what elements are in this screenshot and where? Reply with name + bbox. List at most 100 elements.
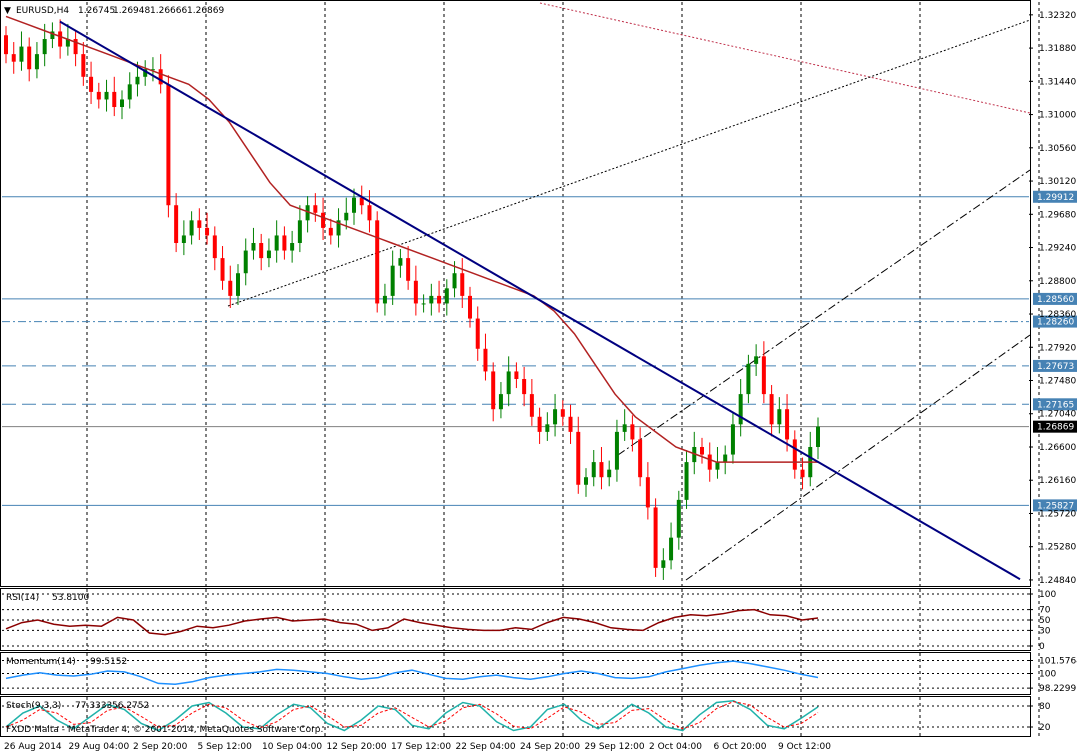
candle-body	[545, 424, 550, 432]
x-tick-label: 2 Sep 20:00	[133, 742, 188, 752]
y-tick-label: 1.29240	[1039, 244, 1076, 254]
candle-body	[313, 205, 318, 213]
y-tick-label: 1.30560	[1039, 144, 1076, 154]
candle-body	[684, 462, 689, 500]
x-tick-label: 6 Oct 20:00	[714, 742, 767, 752]
stoch-signal-last: 56.2752	[112, 701, 149, 711]
price-level-badge	[1033, 190, 1077, 203]
candle-body	[661, 560, 666, 568]
header-arrow[interactable]: ▼	[4, 6, 11, 16]
candle-body	[460, 273, 465, 296]
candle-body	[274, 235, 279, 251]
candle-body	[382, 295, 387, 304]
y-tick-label: 1.27040	[1039, 410, 1076, 420]
x-tick-label: 9 Oct 12:00	[778, 742, 831, 752]
candle-body	[127, 84, 132, 100]
candle-body	[359, 197, 364, 206]
candle-body	[197, 220, 202, 228]
current-price-badge	[1033, 420, 1077, 433]
x-tick-label: 2 Oct 04:00	[649, 742, 702, 752]
candle-body	[792, 439, 797, 470]
candle-body	[738, 394, 743, 425]
stoch-line	[5, 700, 819, 732]
price-level-badge	[1033, 398, 1077, 411]
candle-body	[290, 243, 295, 251]
price-level-badge	[1033, 499, 1077, 512]
symbol-label: EURUSD,H4	[16, 6, 69, 16]
x-tick-label: 22 Sep 04:00	[456, 742, 516, 752]
momentum-tick-label: 98.2299	[1039, 684, 1076, 694]
rsi-line	[5, 608, 819, 636]
candle-body	[777, 409, 782, 425]
horizontal-levels: 1.29912 1.28560 1.28260 1.27673 1.27165 1.258…	[2, 190, 1077, 512]
moving-average	[5, 15, 818, 463]
candle-body	[305, 205, 310, 221]
candle-body	[297, 220, 302, 244]
candle-body	[769, 394, 774, 425]
candle-body	[236, 273, 240, 296]
candle-body	[181, 235, 186, 244]
candle-body	[266, 250, 271, 259]
candle-body	[344, 212, 349, 221]
time-axis: 26 Aug 2014 29 Aug 04:00 2 Sep 20:00 5 Sep …	[4, 742, 831, 752]
price-level-badge	[1033, 315, 1077, 328]
candle-body	[707, 454, 712, 470]
candle-body	[468, 295, 472, 319]
stoch-signal-line	[5, 701, 819, 730]
main-panel-frame	[0, 0, 1031, 587]
candle-body	[11, 54, 16, 62]
candle-body	[452, 273, 457, 289]
x-tick-label: 10 Sep 04:00	[262, 742, 322, 752]
momentum-last: 99.5152	[90, 657, 127, 667]
support-dotted-line	[227, 19, 1031, 307]
candle-body	[553, 409, 558, 425]
candle-body	[560, 409, 565, 417]
downtrend-line	[59, 20, 1021, 581]
candle-body	[120, 99, 124, 108]
candle-body	[568, 416, 573, 432]
candle-body	[413, 280, 418, 304]
candle-body	[506, 371, 511, 395]
candle-body	[398, 258, 403, 266]
price-level-label: 1.25827	[1037, 501, 1074, 511]
candle-body	[34, 54, 39, 70]
candle-body	[653, 507, 658, 568]
candle-body	[251, 243, 256, 251]
stoch-tick-label: 80	[1039, 702, 1051, 712]
candle-body	[73, 39, 78, 55]
candle-body	[112, 91, 117, 108]
candle-body	[205, 227, 210, 236]
y-tick-label: 1.26600	[1039, 443, 1076, 453]
y-tick-label: 1.31000	[1039, 111, 1076, 121]
candle-body	[614, 431, 619, 470]
rsi-name: RSI(14)	[6, 593, 39, 603]
candle-body	[19, 46, 24, 62]
stoch-name: Stoch(9,3,3)	[6, 701, 61, 711]
candle-body	[800, 469, 805, 478]
candle-body	[584, 477, 588, 485]
candle-body	[537, 416, 542, 432]
low-value: 1.26666	[150, 6, 187, 16]
ma-line	[5, 15, 818, 463]
candle-body	[723, 454, 728, 463]
x-tick-label: 29 Aug 04:00	[69, 742, 130, 752]
current-price-label: 1.26869	[1037, 423, 1074, 433]
x-tick-label: 12 Sep 20:00	[327, 742, 387, 752]
price-level-label: 1.29912	[1037, 193, 1074, 203]
trend-line	[59, 20, 1021, 581]
y-tick-label: 1.27920	[1039, 343, 1076, 353]
candle-body	[730, 424, 735, 455]
candle-body	[96, 91, 101, 100]
candle-body	[437, 295, 442, 304]
close-value: 1.26869	[187, 6, 224, 16]
candle-body	[669, 537, 674, 561]
rsi-tick-label: 30	[1039, 626, 1051, 636]
candle-body	[81, 54, 86, 77]
candle-body	[522, 378, 527, 395]
candle-body	[761, 356, 766, 395]
candle-body	[174, 205, 179, 244]
candle-body	[622, 424, 627, 432]
candle-body	[143, 69, 148, 77]
candle-body	[282, 235, 287, 251]
